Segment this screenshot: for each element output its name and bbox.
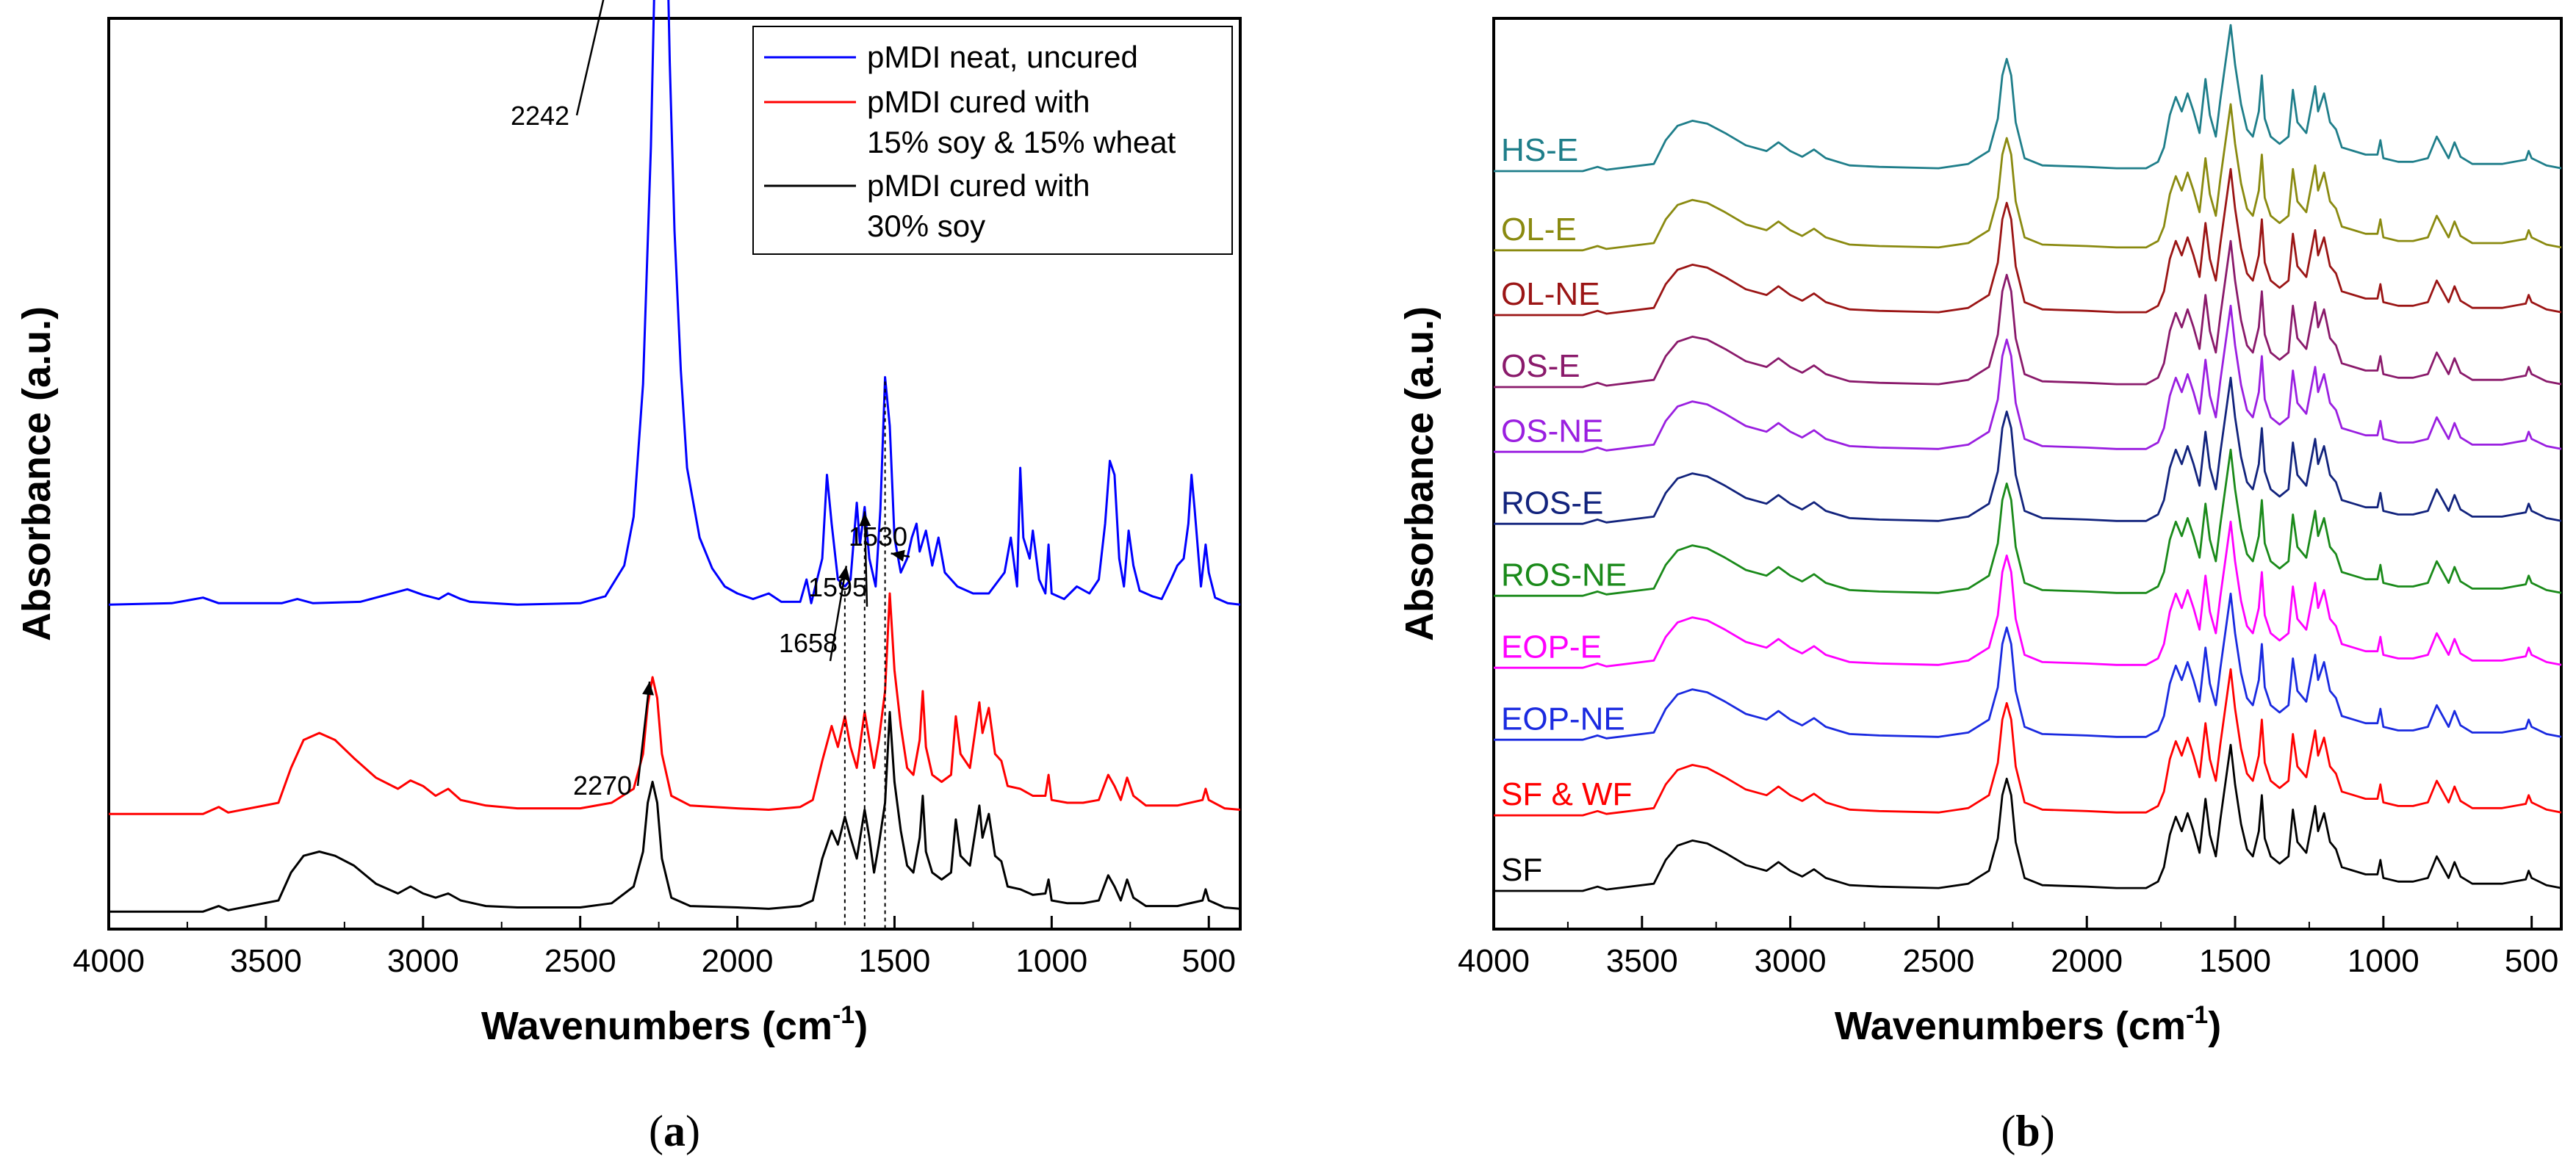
x-axis-title-b-main: Wavenumbers (cm xyxy=(1835,1004,2186,1048)
legend-entry-soy-line2: 30% soy xyxy=(867,209,985,243)
annotation-arrow xyxy=(863,513,868,607)
series-group-a xyxy=(108,0,1241,913)
legend-box-a xyxy=(752,26,1233,255)
peak-annotations-a: 2242 2270 1658 1595 1530 xyxy=(511,0,910,801)
x-axis-a-tick-label: 2500 xyxy=(544,943,616,979)
peak-label: 1658 xyxy=(779,628,838,658)
x-axis-title-b-sup: -1 xyxy=(2186,1001,2208,1029)
peak-guide-lines-a xyxy=(843,381,886,928)
sample-label-ol-e: OL-E xyxy=(1501,212,1577,248)
x-axis-title-a-sup: -1 xyxy=(832,1001,855,1029)
annotation-arrowhead xyxy=(859,513,871,527)
x-axis-b-tick-label: 3500 xyxy=(1606,943,1678,979)
annotation-arrowhead xyxy=(642,682,654,696)
x-axis-b-tick-label: 2000 xyxy=(2051,943,2123,979)
spectrum-line-eop-ne xyxy=(1494,592,2562,741)
spectrum-line-soy-wheat xyxy=(109,592,1241,815)
sample-label-os-e: OS-E xyxy=(1501,348,1580,384)
sample-label-sf: SF xyxy=(1501,852,1542,888)
sample-label-hs-e: HS-E xyxy=(1501,132,1578,168)
spectrum-line-os-ne xyxy=(1494,304,2562,453)
annotation-arrow xyxy=(829,566,848,662)
peak-label: 2270 xyxy=(573,770,632,801)
sample-label-eop-ne: EOP-NE xyxy=(1501,701,1625,737)
x-axis-b-tick-label: 3000 xyxy=(1755,943,1827,979)
x-axis-a-tick-label: 1500 xyxy=(858,943,930,979)
chart-panel-b: HS-E OL-E OL-NE OS-E OS-NE ROS-E ROS-NE EOP-E EO… xyxy=(1397,17,2563,1155)
legend-entry-neat: pMDI neat, uncured xyxy=(867,40,1138,74)
x-ticks-a: 4000 3500 3000 2500 2000 1500 1000 500 xyxy=(73,916,1236,979)
spectrum-line-os-e xyxy=(1494,239,2562,389)
caption-b: (b) xyxy=(2001,1107,2054,1155)
x-axis-a-tick-label: 3500 xyxy=(230,943,302,979)
annotation-arrow xyxy=(575,0,605,116)
spectrum-line-eop-e xyxy=(1494,520,2562,669)
x-axis-b-tick-label: 1500 xyxy=(2199,943,2271,979)
sample-label-ros-ne: ROS-NE xyxy=(1501,557,1627,593)
legend-a: pMDI neat, uncured pMDI cured with 15% s… xyxy=(752,26,1233,255)
caption-a-letter: a xyxy=(663,1107,686,1155)
sample-labels-b: HS-E OL-E OL-NE OS-E OS-NE ROS-E ROS-NE EOP-E EO… xyxy=(1501,132,1632,888)
spectrum-line-neat xyxy=(108,0,1241,606)
plot-frame-b xyxy=(1492,17,2563,931)
x-axis-title-b: Wavenumbers (cm-1) xyxy=(1835,1001,2221,1048)
x-axis-title-b-end: ) xyxy=(2208,1004,2221,1048)
annotation-arrowhead xyxy=(838,566,850,580)
x-axis-title-a-main: Wavenumbers (cm xyxy=(481,1004,832,1048)
x-axis-title-a: Wavenumbers (cm-1) xyxy=(481,1001,868,1048)
x-ticks-b: 4000 3500 3000 2500 2000 1500 1000 500 xyxy=(1458,916,2558,979)
peak-label: 1530 xyxy=(849,521,907,552)
x-axis-a-tick-label: 500 xyxy=(1182,943,1236,979)
spectrum-line-ros-ne xyxy=(1494,448,2562,597)
spectrum-line-soy xyxy=(109,711,1241,913)
x-axis-a-tick-label: 2000 xyxy=(702,943,774,979)
spectrum-line-ol-e xyxy=(1494,103,2562,252)
x-axis-b-tick-label: 2500 xyxy=(1902,943,1974,979)
series-group-b xyxy=(1494,24,2562,892)
sample-label-os-ne: OS-NE xyxy=(1501,413,1603,449)
spectrum-line-ros-e xyxy=(1494,376,2562,525)
caption-b-letter: b xyxy=(2015,1107,2040,1155)
legend-entry-soy-line1: pMDI cured with xyxy=(867,168,1090,203)
x-axis-title-a-end: ) xyxy=(855,1004,868,1048)
annotation-arrow xyxy=(636,681,651,787)
x-axis-a-tick-label: 4000 xyxy=(73,943,145,979)
peak-label: 1595 xyxy=(808,572,867,602)
sample-label-ros-e: ROS-E xyxy=(1501,485,1603,521)
x-axis-b-tick-label: 1000 xyxy=(2347,943,2420,979)
peak-label: 2242 xyxy=(511,101,569,131)
spectrum-line-ol-ne xyxy=(1494,167,2562,317)
legend-entry-soy-wheat-line1: pMDI cured with xyxy=(867,84,1090,119)
sample-label-eop-e: EOP-E xyxy=(1501,629,1602,665)
sample-label-ol-ne: OL-NE xyxy=(1501,276,1600,312)
annotation-arrowhead xyxy=(891,549,905,562)
y-axis-title-b: Absorbance (a.u.) xyxy=(1397,306,1442,641)
x-axis-b-tick-label: 4000 xyxy=(1458,943,1530,979)
plot-frame-a xyxy=(107,17,1242,931)
sample-label-sf-wf: SF & WF xyxy=(1501,776,1632,812)
x-axis-a-tick-label: 3000 xyxy=(387,943,459,979)
x-axis-a-tick-label: 1000 xyxy=(1015,943,1087,979)
x-axis-b-tick-label: 500 xyxy=(2505,943,2558,979)
y-axis-title-a: Absorbance (a.u.) xyxy=(15,306,59,641)
spectrum-line-sf-wf xyxy=(1494,668,2562,817)
spectrum-line-hs-e xyxy=(1494,24,2562,173)
caption-a: (a) xyxy=(649,1107,700,1155)
chart-panel-a: 4000 3500 3000 2500 2000 1500 1000 500 2242 2270… xyxy=(15,0,1242,1155)
legend-entry-soy-wheat-line2: 15% soy & 15% wheat xyxy=(867,125,1176,159)
spectrum-line-sf xyxy=(1494,743,2562,892)
